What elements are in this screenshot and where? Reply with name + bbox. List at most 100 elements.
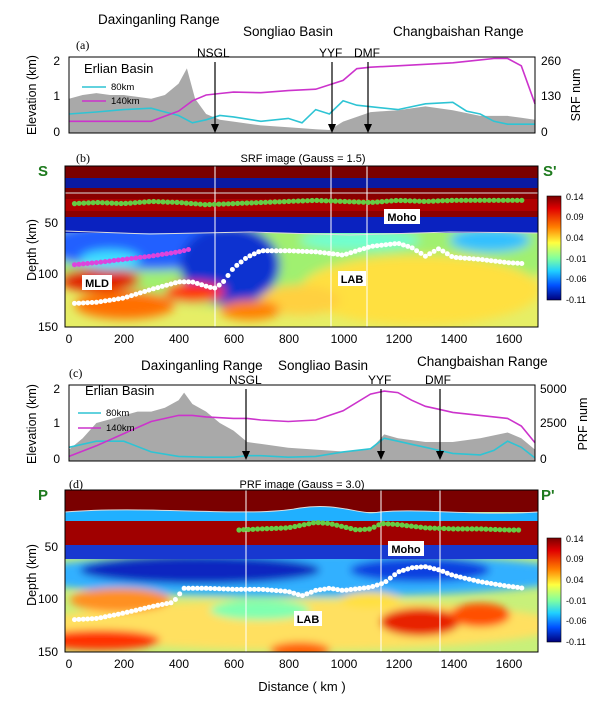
moho-dot-b [155, 199, 161, 205]
lab-dot-d [234, 586, 240, 592]
lab-dot-d [409, 565, 415, 571]
moho-dot-d [292, 523, 298, 530]
moho-dot-b [183, 200, 189, 206]
moho-dot-d [455, 526, 461, 532]
lab-dot-d [256, 586, 262, 592]
moho-dot-b [137, 199, 143, 205]
moho-dot-d [376, 522, 382, 528]
moho-dot-b [174, 199, 180, 205]
lab-dot-d [308, 589, 314, 595]
moho-dot-d [283, 525, 289, 531]
lab-dot-b [457, 255, 463, 261]
fault-nsgl-a: NSGL [197, 46, 230, 133]
lab-dot-d [194, 585, 200, 591]
moho-dot-d [441, 525, 447, 532]
moho-dot-b [388, 198, 394, 204]
lab-dot-d [444, 570, 450, 576]
lab-dot-d [427, 565, 433, 571]
mld-dot-b [115, 257, 121, 263]
lab-dot-d [488, 581, 494, 586]
lab-dot-b [436, 246, 441, 252]
panel-a: Daxinganling Range Songliao Basin Changb… [25, 12, 583, 139]
svg-text:Moho: Moho [387, 212, 417, 224]
lab-dot-d [159, 602, 165, 607]
ytick-label-a-0: 0 [53, 125, 60, 139]
lab-dot-d [484, 580, 490, 586]
elevation-area-a [69, 68, 535, 133]
legend-label-140km-c: 140km [106, 423, 135, 434]
lab-dot-d [93, 616, 99, 621]
moho-dot-b [211, 201, 217, 207]
lab-dot-d [519, 585, 525, 591]
lab-dot-b [308, 249, 314, 255]
mld-dot-b [120, 257, 126, 262]
lab-dot-d [396, 569, 402, 575]
moho-dot-b [141, 199, 147, 205]
lab-dot-d [501, 583, 507, 589]
lab-dot-b [322, 250, 327, 256]
mld-dot-b [129, 256, 134, 261]
lab-dot-b [243, 256, 248, 261]
lab-dot-d [313, 587, 319, 593]
y2tick-label-c-5000: 5000 [540, 382, 567, 396]
lab-dot-b [129, 293, 134, 299]
lab-dot-b [466, 256, 472, 261]
lab-dot-b [295, 248, 301, 254]
moho-dot-b [286, 198, 292, 204]
colorbar-tick-d-0.14: 0.14 [566, 534, 584, 544]
moho-dot-d [320, 520, 326, 526]
y-axis-label-c: Elevation (km) [25, 384, 39, 464]
region-label-changbaishan-c: Changbaishan Range [417, 354, 548, 369]
moho-dot-b [454, 197, 460, 203]
lab-dot-d [387, 575, 393, 581]
ytick-label-b-50: 50 [45, 216, 59, 230]
lab-dot-d [186, 585, 191, 591]
lab-dot-b [146, 287, 152, 293]
lab-dot-d [374, 582, 380, 588]
moho-dot-d [338, 523, 345, 529]
lab-dot-b [229, 267, 235, 272]
moho-dot-b [132, 200, 138, 206]
moho-dot-b [458, 197, 464, 203]
lab-dot-d [129, 608, 134, 614]
moho-dot-b [230, 201, 236, 207]
xtick-label-b-600: 600 [224, 332, 244, 346]
lab-dot-b [186, 279, 191, 285]
lab-dot-b [133, 291, 139, 297]
lab-dot-d [348, 587, 354, 592]
legend-label-80km-c: 80km [106, 408, 129, 419]
lab-dot-d [357, 586, 363, 591]
mld-dot-b [107, 258, 113, 264]
lab-dot-d [137, 606, 143, 612]
lab-dot-b [199, 282, 205, 288]
lab-dot-d [85, 616, 91, 622]
lab-dot-b [475, 256, 481, 262]
colorbar-tick-b--0.06: -0.06 [566, 274, 587, 284]
lab-dot-b [462, 255, 468, 261]
moho-dot-b [262, 199, 269, 205]
mld-dot-b [124, 256, 130, 262]
lab-dot-b [216, 282, 222, 288]
colorbar-d: 0.14 0.09 0.04 -0.01 -0.06 -0.11 [546, 534, 587, 647]
lab-dot-b [107, 297, 113, 303]
y2tick-label-c-0: 0 [540, 452, 547, 466]
colorbar-tick-d--0.01: -0.01 [566, 596, 587, 606]
mld-dot-b [142, 254, 148, 260]
mld-dot-b [80, 261, 86, 267]
lab-dot-d [247, 586, 253, 592]
y-axis-label-b: Depth (km) [25, 219, 39, 281]
lab-dot-d [229, 586, 235, 592]
moho-dot-d [422, 525, 428, 531]
moho-dot-d [511, 527, 517, 533]
moho-dot-b [337, 198, 343, 204]
lab-dot-d [339, 587, 345, 593]
moho-dot-b [346, 199, 352, 205]
moho-dot-b [90, 200, 96, 206]
colorbar-tick-d-0.09: 0.09 [566, 554, 584, 564]
moho-dot-b [472, 197, 478, 203]
lab-dot-b [418, 250, 424, 256]
profile-endpoint-p-prime: P' [541, 487, 555, 504]
moho-dot-b [225, 201, 231, 207]
lab-dot-d [317, 587, 323, 593]
lab-dot-d [300, 593, 305, 599]
